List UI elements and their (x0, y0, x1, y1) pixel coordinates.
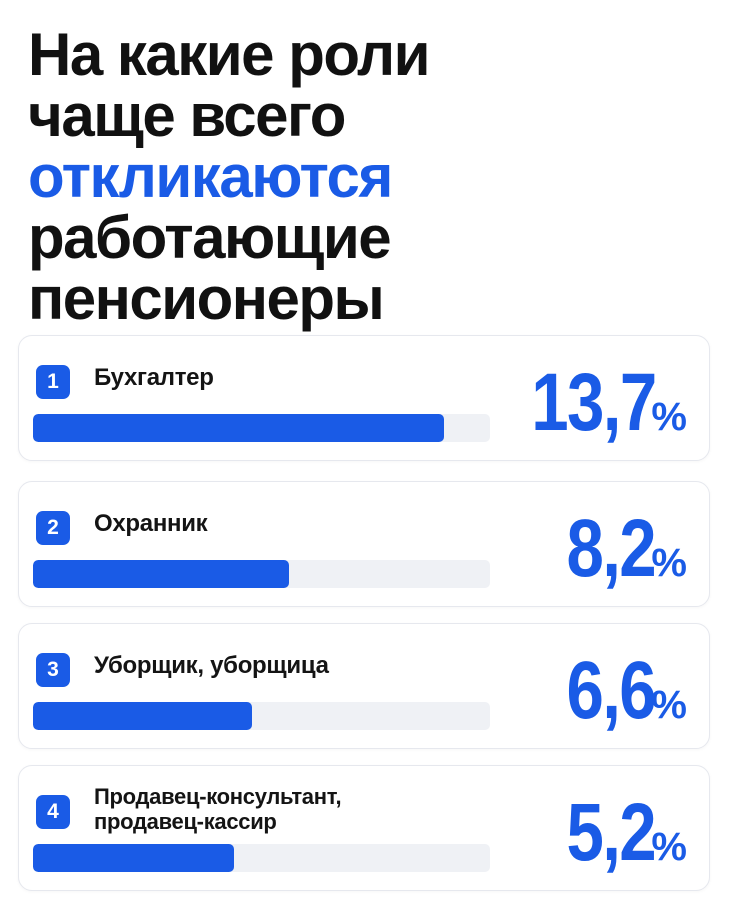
value-number: 13,7 (531, 357, 657, 448)
bar-fill (33, 560, 289, 588)
bar-fill (33, 702, 253, 730)
bar-track (33, 702, 490, 730)
title-line-4: работающие (28, 204, 392, 271)
value-label: 5,2% (547, 792, 687, 874)
role-label: Бухгалтер (94, 364, 214, 391)
title-line-5: пенсионеры (28, 265, 385, 332)
ranking-card-4: 4 Продавец-консультант, продавец-кассир … (18, 765, 710, 891)
ranking-card-2: 2 Охранник 8,2% (18, 481, 710, 607)
rank-badge: 1 (36, 365, 70, 399)
role-label: Охранник (94, 510, 208, 537)
role-label: Уборщик, уборщица (94, 652, 329, 679)
rank-badge: 2 (36, 511, 70, 545)
chart-title: На какие роли чаще всего откликаются раб… (28, 24, 708, 329)
ranking-card-3: 3 Уборщик, уборщица 6,6% (18, 623, 710, 749)
ranking-card-1: 1 Бухгалтер 13,7% (18, 335, 710, 461)
percent-sign: % (651, 825, 687, 869)
value-label: 13,7% (504, 362, 687, 444)
bar-track (33, 844, 490, 872)
value-label: 6,6% (547, 650, 687, 732)
value-number: 5,2 (566, 787, 657, 878)
bar-fill (33, 414, 445, 442)
bar-track (33, 560, 490, 588)
value-number: 6,6 (566, 645, 657, 736)
percent-sign: % (651, 541, 687, 585)
role-label: Продавец-консультант, продавец-кассир (94, 784, 342, 834)
title-line-1: На какие роли (28, 21, 431, 88)
title-line-3-accent: откликаются (28, 143, 393, 210)
rank-badge: 4 (36, 795, 70, 829)
percent-sign: % (651, 395, 687, 439)
percent-sign: % (651, 683, 687, 727)
rank-badge: 3 (36, 653, 70, 687)
bar-track (33, 414, 490, 442)
bar-fill (33, 844, 235, 872)
title-line-2: чаще всего (28, 82, 346, 149)
value-label: 8,2% (547, 508, 687, 590)
value-number: 8,2 (566, 503, 657, 594)
